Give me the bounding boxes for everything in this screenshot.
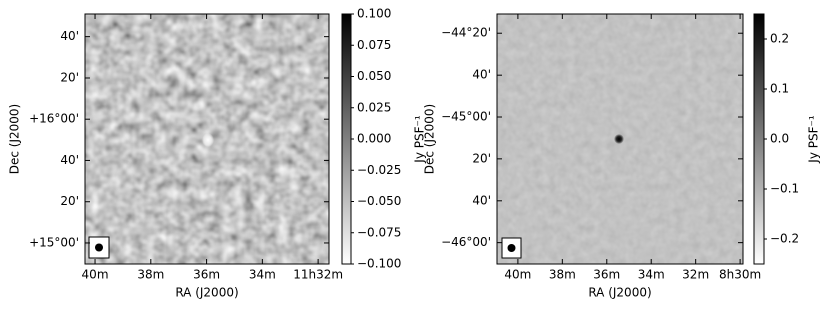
colorbar-tick-label: 0.0 xyxy=(770,132,789,146)
beam xyxy=(95,243,103,252)
y-tick-label: 20' xyxy=(472,151,491,165)
y-tick-label: −45°00' xyxy=(441,110,491,124)
colorbar-tick-label: −0.100 xyxy=(357,257,401,271)
colorbar-tick-label: 0.000 xyxy=(357,132,391,146)
colorbar-tick-label: −0.2 xyxy=(770,232,799,246)
colorbar xyxy=(341,13,352,265)
colorbar-tick-label: −0.1 xyxy=(770,182,799,196)
x-tick-label: 40m xyxy=(82,268,109,282)
x-tick-label: 38m xyxy=(549,268,576,282)
colorbar-tick-label: 0.2 xyxy=(770,32,789,46)
colorbar-tick-label: 0.075 xyxy=(357,38,391,52)
source xyxy=(614,134,624,144)
y-tick-label: +16°00' xyxy=(29,112,79,126)
beam xyxy=(507,244,516,252)
x-tick-label: 36m xyxy=(193,268,220,282)
y-tick-label: −46°00' xyxy=(441,235,491,249)
y-tick-label: 20' xyxy=(60,70,79,84)
y-tick-label: +15°00' xyxy=(29,235,79,249)
colorbar-tick-label: −0.025 xyxy=(357,163,401,177)
y-tick-label: 40' xyxy=(472,68,491,82)
y-tick-label: 20' xyxy=(60,194,79,208)
x-axis-label: RA (J2000) xyxy=(175,286,238,300)
colorbar-tick-label: 0.100 xyxy=(357,7,391,21)
y-tick-label: 40' xyxy=(60,153,79,167)
x-axis-label: RA (J2000) xyxy=(588,286,651,300)
x-tick-label: 34m xyxy=(638,268,665,282)
x-tick-label: 8h30m xyxy=(719,268,761,282)
x-tick-label: 36m xyxy=(593,268,620,282)
x-tick-label: 11h32m xyxy=(293,268,343,282)
source xyxy=(202,133,214,147)
x-tick-label: 32m xyxy=(682,268,709,282)
axes-frame xyxy=(496,13,744,265)
x-tick-label: 40m xyxy=(504,268,531,282)
y-axis-label: Dec (J2000) xyxy=(8,104,22,174)
y-tick-label: −44°20' xyxy=(441,26,491,40)
y-axis-label: Dec (J2000) xyxy=(423,104,437,174)
x-tick-label: 38m xyxy=(137,268,164,282)
y-tick-label: 40' xyxy=(60,29,79,43)
colorbar-tick-label: −0.050 xyxy=(357,194,401,208)
colorbar-tick-label: 0.1 xyxy=(770,82,789,96)
x-tick-label: 34m xyxy=(249,268,276,282)
colorbar-tick-label: 0.050 xyxy=(357,69,391,83)
colorbar-label: Jy PSF⁻¹ xyxy=(413,115,427,164)
colorbar xyxy=(753,13,765,265)
colorbar-label: Jy PSF⁻¹ xyxy=(807,115,821,164)
y-tick-label: 40' xyxy=(472,193,491,207)
colorbar-tick-label: −0.075 xyxy=(357,225,401,239)
colorbar-tick-label: 0.025 xyxy=(357,100,391,114)
